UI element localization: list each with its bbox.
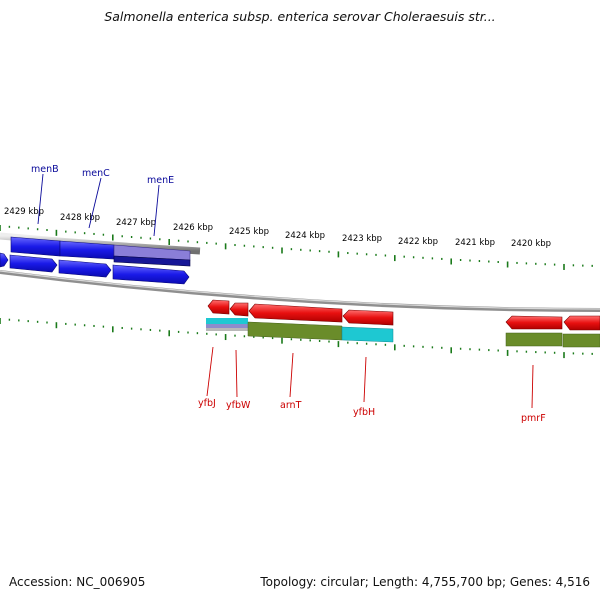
- forward-strand-track: [0, 236, 191, 285]
- gene-arrow-reverse[interactable]: [505, 315, 563, 330]
- gene-label-yfbH[interactable]: yfbH: [353, 407, 375, 418]
- gene-label-arnT[interactable]: arnT: [280, 400, 302, 411]
- leader-line: [206, 346, 214, 397]
- gene-arrow-forward[interactable]: [58, 259, 112, 278]
- feature-bar[interactable]: [206, 328, 248, 331]
- leader-line: [531, 364, 534, 409]
- upper-tick-row: [0, 225, 593, 270]
- gene-arrow-reverse[interactable]: [207, 299, 230, 315]
- kbp-label: 2421 kbp: [455, 238, 495, 248]
- gene-label-yfbW[interactable]: yfbW: [226, 400, 251, 411]
- genome-title: Salmonella enterica subsp. enterica sero…: [104, 9, 496, 24]
- gene-arrow-forward[interactable]: [9, 254, 58, 273]
- forward-gene-labels: menB menC menE: [31, 164, 174, 237]
- kbp-label: 2426 kbp: [173, 223, 213, 233]
- kbp-label: 2423 kbp: [342, 234, 382, 244]
- gene-arrow-reverse[interactable]: [248, 303, 343, 323]
- leader-line: [88, 177, 102, 229]
- gene-label-yfbJ[interactable]: yfbJ: [198, 398, 216, 409]
- gene-arrow-forward[interactable]: [113, 255, 191, 267]
- feature-bar[interactable]: [247, 321, 343, 341]
- gene-arrow-reverse[interactable]: [563, 315, 600, 331]
- kbp-label: 2429 kbp: [4, 207, 44, 217]
- gene-arrow-reverse[interactable]: [229, 302, 249, 317]
- gene-label-menB[interactable]: menB: [31, 164, 59, 175]
- gene-arrow-forward[interactable]: [112, 264, 190, 285]
- gene-label-pmrF[interactable]: pmrF: [521, 413, 546, 424]
- kbp-label: 2420 kbp: [511, 239, 551, 249]
- main-backbone-highlight: [0, 270, 600, 310]
- kbp-label: 2422 kbp: [398, 237, 438, 247]
- kbp-label: 2425 kbp: [229, 227, 269, 237]
- leader-line: [289, 352, 294, 398]
- kbp-scale: 2429 kbp 2428 kbp 2427 kbp 2426 kbp 2425…: [4, 207, 551, 249]
- reverse-strand-track: [206, 299, 600, 348]
- lower-tick-row: [0, 318, 593, 359]
- accession-text: Accession: NC_006905: [9, 575, 146, 589]
- feature-bar[interactable]: [505, 332, 563, 347]
- gene-label-menC[interactable]: menC: [82, 168, 110, 179]
- reverse-gene-labels: yfbJ yfbW arnT yfbH pmrF: [198, 346, 546, 424]
- gene-arrow-forward[interactable]: [0, 252, 9, 268]
- leader-line: [235, 349, 238, 398]
- feature-bar[interactable]: [206, 324, 248, 328]
- gene-arrow-reverse[interactable]: [342, 309, 394, 326]
- kbp-label: 2424 kbp: [285, 231, 325, 241]
- kbp-label: 2428 kbp: [60, 213, 100, 223]
- gene-label-menE[interactable]: menE: [147, 175, 174, 186]
- feature-bar[interactable]: [206, 318, 248, 324]
- feature-bar[interactable]: [562, 333, 600, 348]
- leader-line: [37, 173, 44, 225]
- leader-line: [363, 356, 367, 403]
- kbp-label: 2427 kbp: [116, 218, 156, 228]
- main-backbone: [0, 270, 600, 312]
- leader-line: [153, 184, 160, 237]
- feature-bar[interactable]: [341, 326, 394, 343]
- genome-summary: Topology: circular; Length: 4,755,700 bp…: [260, 575, 590, 589]
